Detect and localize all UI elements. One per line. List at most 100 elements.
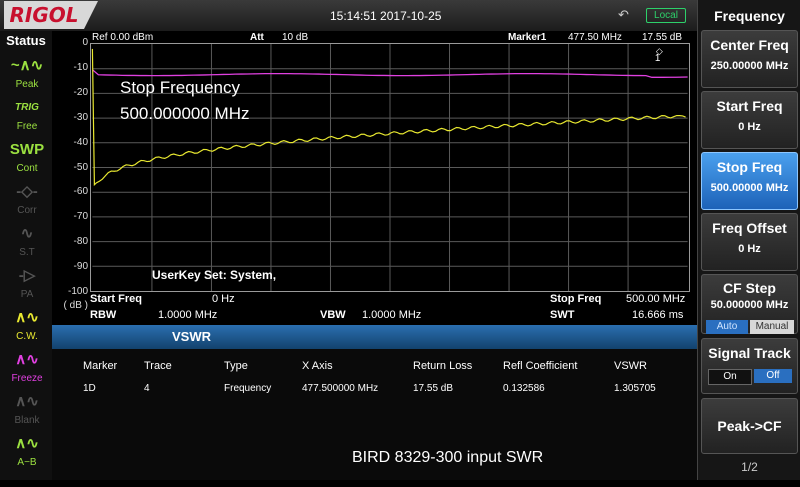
- marker-1[interactable]: ◇ 1: [655, 46, 663, 64]
- y-tick-label: -50: [73, 161, 88, 173]
- att-label: Att: [250, 32, 264, 43]
- vbw-value: 1.0000 MHz: [362, 309, 422, 321]
- ref-level: Ref 0.00 dBm: [92, 32, 154, 43]
- status-label: PA: [20, 289, 34, 300]
- y-unit: ( dB ): [63, 300, 88, 311]
- key-value: 50.000000 MHz: [710, 299, 789, 311]
- key-title: CF Step: [723, 280, 776, 296]
- status-item-c-w-: ∧∿ C.W.: [5, 305, 49, 361]
- userkey-status: UserKey Set: System,: [152, 268, 277, 282]
- stop-frequency-message: Stop Frequency 500.000000 MHz: [120, 75, 249, 127]
- status-icon: -◇-: [16, 183, 38, 200]
- y-tick-label: 0: [82, 37, 88, 48]
- status-icon: ∧∿: [15, 309, 39, 326]
- stop-freq-label: Stop Freq: [550, 293, 602, 305]
- status-label: Peak: [15, 79, 39, 90]
- status-label: Cont: [16, 163, 38, 174]
- key-value: 0 Hz: [738, 121, 761, 133]
- cell-return-loss: 17.55 dB: [413, 383, 454, 394]
- cell-trace: 4: [144, 383, 150, 394]
- cell-marker: 1D: [83, 383, 96, 394]
- swt-label: SWT: [550, 309, 575, 321]
- signal-track-key[interactable]: Signal Track On Off: [701, 338, 798, 394]
- key-value: 250.00000 MHz: [710, 60, 789, 72]
- status-label: Freeze: [11, 373, 43, 384]
- top-bar: RIGOL 15:14:51 2017-10-25 ↶ Local: [0, 0, 697, 31]
- stop-freq-key[interactable]: Stop Freq 500.00000 MHz: [701, 152, 798, 210]
- vswr-tab[interactable]: VSWR: [172, 329, 211, 344]
- cf-step-manual[interactable]: Manual: [750, 320, 794, 334]
- marker-label: Marker1: [508, 32, 547, 43]
- y-tick-label: -20: [73, 86, 88, 98]
- col-x-axis: X Axis: [302, 360, 333, 372]
- message-value: 500.000000 MHz: [120, 104, 250, 123]
- y-tick-label: -70: [73, 211, 88, 223]
- freq-offset-key[interactable]: Freq Offset 0 Hz: [701, 213, 798, 271]
- key-title: Center Freq: [710, 37, 789, 53]
- softkey-menu: Frequency Center Freq 250.00000 MHz Star…: [697, 0, 800, 480]
- y-tick-label: -90: [73, 261, 88, 273]
- status-item-pa: -▷ PA: [5, 263, 49, 319]
- rbw-value: 1.0000 MHz: [158, 309, 218, 321]
- key-title: Stop Freq: [716, 159, 783, 175]
- peak-to-cf-key[interactable]: Peak->CF: [701, 398, 798, 454]
- start-freq-key[interactable]: Start Freq 0 Hz: [701, 91, 798, 149]
- reference-trace: [91, 69, 688, 78]
- y-tick-label: -60: [73, 186, 88, 198]
- status-item-s-t: ∿ S.T: [5, 221, 49, 277]
- spectrum-display: [52, 31, 697, 325]
- y-tick-label: -80: [73, 236, 88, 248]
- status-icon: ∿: [20, 225, 34, 242]
- status-panel: Status ~∧∿ Peak TRIG Free SWP Cont -◇- Corr ∿ S.T…: [0, 31, 53, 480]
- status-label: Free: [16, 121, 38, 132]
- status-item-freeze: ∧∿ Freeze: [5, 347, 49, 403]
- marker-freq: 477.50 MHz: [568, 32, 622, 43]
- start-freq-value: 0 Hz: [212, 293, 235, 305]
- status-icon: ∧∿: [15, 393, 39, 410]
- key-value: 0 Hz: [738, 243, 761, 255]
- stop-freq-value: 500.00 MHz: [626, 293, 686, 305]
- col-type: Type: [224, 360, 248, 372]
- status-icon: TRIG: [15, 102, 39, 113]
- marker-level: 17.55 dB: [642, 32, 683, 43]
- svg-text:◇: ◇: [656, 46, 663, 56]
- rigol-logo: RIGOL: [4, 1, 98, 29]
- col-marker: Marker: [83, 360, 118, 372]
- key-value: 500.00000 MHz: [710, 182, 789, 194]
- status-item-free: TRIG Free: [5, 95, 49, 151]
- key-title: Start Freq: [716, 98, 783, 114]
- key-title: Peak->CF: [717, 418, 782, 434]
- status-item-cont: SWP Cont: [5, 137, 49, 193]
- local-badge[interactable]: Local: [646, 8, 686, 23]
- measured-trace: [91, 48, 686, 187]
- center-freq-key[interactable]: Center Freq 250.00000 MHz: [701, 30, 798, 88]
- cell-x-axis: 477.500000 MHz: [302, 383, 379, 394]
- cell-vswr: 1.305705: [614, 383, 656, 394]
- cf-step-auto[interactable]: Auto: [706, 320, 748, 334]
- status-icon: -▷: [18, 267, 36, 284]
- status-item-peak: ~∧∿ Peak: [5, 53, 49, 109]
- cell-type: Frequency: [224, 383, 272, 394]
- col-refl-coefficient: Refl Coefficient: [503, 360, 578, 372]
- start-freq-label: Start Freq: [90, 293, 142, 305]
- col-trace: Trace: [144, 360, 172, 372]
- page-indicator[interactable]: 1/2: [741, 460, 758, 474]
- trace-grid[interactable]: ◇ 1: [90, 43, 690, 292]
- y-tick-label: -10: [73, 61, 88, 73]
- status-icon: ∧∿: [15, 435, 39, 452]
- col-vswr: VSWR: [614, 360, 647, 372]
- usb-icon: ↶: [618, 7, 629, 22]
- att-value: 10 dB: [282, 32, 309, 43]
- signal-track-on[interactable]: On: [708, 369, 752, 385]
- status-icon: SWP: [9, 141, 45, 158]
- vswr-table: Marker Trace Type X Axis Return Loss Ref…: [52, 349, 697, 480]
- menu-title: Frequency: [714, 8, 785, 24]
- status-item-corr: -◇- Corr: [5, 179, 49, 235]
- signal-track-off[interactable]: Off: [754, 369, 792, 383]
- status-label: Corr: [17, 205, 37, 216]
- key-title: Freq Offset: [712, 220, 787, 236]
- status-icon: ~∧∿: [10, 57, 44, 74]
- message-title: Stop Frequency: [120, 78, 241, 97]
- caption: BIRD 8329-300 input SWR: [352, 449, 544, 466]
- cf-step-key[interactable]: CF Step 50.000000 MHz Auto Manual: [701, 274, 798, 334]
